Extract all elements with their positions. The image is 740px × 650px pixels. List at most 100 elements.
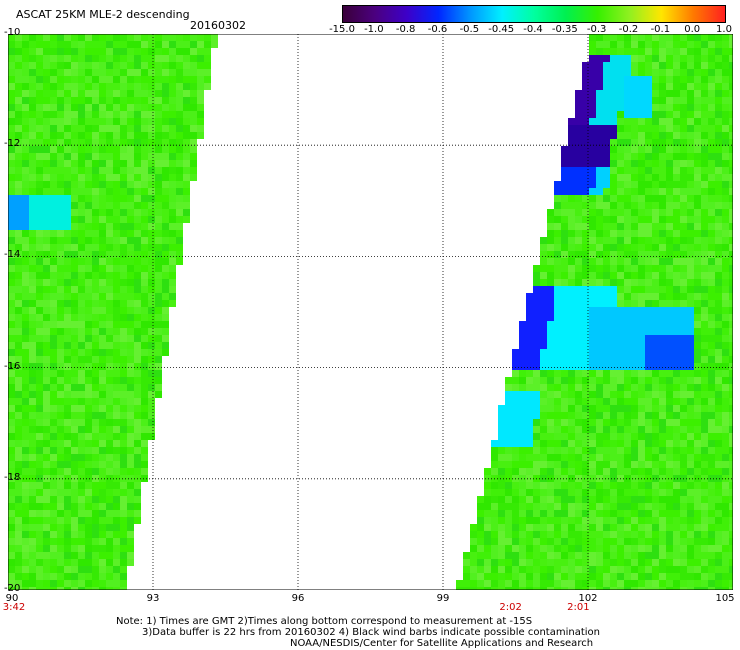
swath-cell bbox=[127, 552, 134, 559]
swath-cell bbox=[64, 237, 71, 244]
swath-cell bbox=[169, 195, 176, 202]
swath-cell bbox=[610, 237, 617, 244]
swath-cell bbox=[715, 188, 722, 195]
swath-cell bbox=[43, 552, 50, 559]
swath-cell bbox=[43, 118, 50, 125]
swath-cell bbox=[673, 62, 680, 69]
swath-cell bbox=[36, 146, 43, 153]
swath-cell bbox=[127, 510, 134, 517]
swath-cell bbox=[113, 580, 120, 587]
swath-cell bbox=[694, 153, 701, 160]
swath-cell bbox=[722, 314, 729, 321]
swath-cell bbox=[141, 265, 148, 272]
swath-cell bbox=[687, 447, 694, 454]
swath-cell bbox=[113, 307, 120, 314]
swath-cell bbox=[64, 90, 71, 97]
swath-cell bbox=[589, 566, 596, 573]
swath-cell bbox=[64, 258, 71, 265]
swath-cell bbox=[631, 580, 638, 587]
swath-cell bbox=[113, 62, 120, 69]
swath-cell bbox=[113, 69, 120, 76]
swath-cell bbox=[680, 223, 687, 230]
swath-cell bbox=[99, 517, 106, 524]
swath-cell bbox=[127, 146, 134, 153]
swath-cell bbox=[729, 160, 733, 167]
swath-cell bbox=[596, 580, 603, 587]
swath-cell bbox=[92, 230, 99, 237]
swath-cell bbox=[29, 55, 36, 62]
swath-cell bbox=[568, 195, 575, 202]
swath-cell bbox=[113, 167, 120, 174]
swath-cell bbox=[169, 174, 176, 181]
swath-cell bbox=[687, 90, 694, 97]
swath-cell bbox=[638, 426, 645, 433]
swath-cell bbox=[631, 377, 638, 384]
swath-cell bbox=[561, 468, 568, 475]
swath-cell bbox=[85, 300, 92, 307]
swath-cell bbox=[85, 251, 92, 258]
swath-cell bbox=[687, 440, 694, 447]
swath-cell bbox=[645, 496, 652, 503]
swath-cell bbox=[36, 461, 43, 468]
swath-cell bbox=[64, 132, 71, 139]
swath-cell bbox=[113, 482, 120, 489]
swath-cell bbox=[57, 48, 64, 55]
swath-cell bbox=[708, 419, 715, 426]
swath-cell bbox=[36, 83, 43, 90]
swath-cell bbox=[547, 489, 554, 496]
swath-cell bbox=[659, 188, 666, 195]
swath-cell bbox=[729, 216, 733, 223]
swath-cell bbox=[652, 370, 659, 377]
swath-cell bbox=[92, 188, 99, 195]
swath-cell bbox=[701, 545, 708, 552]
swath-cell bbox=[190, 62, 197, 69]
swath-cell bbox=[631, 461, 638, 468]
swath-cell bbox=[596, 90, 603, 97]
swath-cell bbox=[29, 384, 36, 391]
swath-cell bbox=[729, 314, 733, 321]
swath-cell bbox=[64, 545, 71, 552]
swath-cell bbox=[85, 307, 92, 314]
swath-cell bbox=[484, 573, 491, 580]
swath-cell bbox=[64, 454, 71, 461]
swath-cell bbox=[50, 384, 57, 391]
swath-cell bbox=[708, 76, 715, 83]
swath-cell bbox=[85, 321, 92, 328]
swath-cell bbox=[547, 517, 554, 524]
swath-cell bbox=[50, 580, 57, 587]
swath-cell bbox=[624, 517, 631, 524]
swath-cell bbox=[85, 146, 92, 153]
swath-cell bbox=[687, 391, 694, 398]
swath-cell bbox=[582, 188, 589, 195]
swath-cell bbox=[708, 482, 715, 489]
swath-cell bbox=[554, 496, 561, 503]
swath-cell bbox=[540, 307, 547, 314]
swath-cell bbox=[722, 244, 729, 251]
swath-cell bbox=[638, 531, 645, 538]
swath-cell bbox=[526, 545, 533, 552]
swath-cell bbox=[64, 223, 71, 230]
swath-cell bbox=[162, 55, 169, 62]
swath-cell bbox=[673, 202, 680, 209]
swath-cell bbox=[631, 125, 638, 132]
swath-cell bbox=[498, 461, 505, 468]
swath-cell bbox=[106, 83, 113, 90]
swath-cell bbox=[554, 552, 561, 559]
swath-cell bbox=[36, 545, 43, 552]
swath-cell bbox=[85, 489, 92, 496]
swath-cell bbox=[603, 83, 610, 90]
swath-cell bbox=[603, 573, 610, 580]
swath-cell bbox=[113, 363, 120, 370]
swath-cell bbox=[589, 209, 596, 216]
swath-cell bbox=[120, 139, 127, 146]
swath-cell bbox=[113, 251, 120, 258]
swath-cell bbox=[701, 573, 708, 580]
swath-cell bbox=[617, 426, 624, 433]
swath-cell bbox=[22, 202, 29, 209]
swath-cell bbox=[85, 517, 92, 524]
swath-cell bbox=[29, 167, 36, 174]
swath-cell bbox=[106, 342, 113, 349]
swath-cell bbox=[78, 342, 85, 349]
swath-cell bbox=[113, 209, 120, 216]
swath-cell bbox=[99, 230, 106, 237]
